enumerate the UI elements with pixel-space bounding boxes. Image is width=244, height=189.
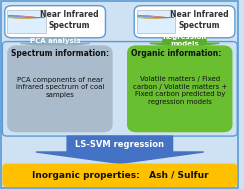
Text: Near Infrared
Spectrum: Near Infrared Spectrum — [40, 10, 99, 30]
Text: Near Infrared
Spectrum: Near Infrared Spectrum — [170, 10, 228, 30]
FancyBboxPatch shape — [1, 1, 238, 188]
Text: PCA analysis: PCA analysis — [30, 38, 80, 43]
Text: LS-SVM regression: LS-SVM regression — [75, 139, 164, 149]
FancyBboxPatch shape — [127, 45, 233, 132]
FancyBboxPatch shape — [7, 45, 113, 132]
FancyBboxPatch shape — [2, 42, 237, 136]
FancyBboxPatch shape — [137, 10, 175, 33]
FancyBboxPatch shape — [7, 10, 46, 33]
FancyArrow shape — [36, 136, 204, 163]
Text: Organic information:: Organic information: — [131, 49, 221, 58]
Text: Volatile matters / Fixed
carbon / Volatile matters +
Fixed carbon predicted by
r: Volatile matters / Fixed carbon / Volati… — [132, 76, 227, 105]
Text: Spectrum information:: Spectrum information: — [11, 49, 109, 58]
Text: Inorganic properties:   Ash / Sulfur: Inorganic properties: Ash / Sulfur — [31, 171, 208, 180]
FancyBboxPatch shape — [2, 163, 237, 187]
FancyBboxPatch shape — [5, 6, 105, 38]
FancyArrow shape — [20, 38, 90, 47]
FancyBboxPatch shape — [134, 6, 235, 38]
Text: Regression
models: Regression models — [163, 34, 207, 47]
Text: PCA components of near
infrared spectrum of coal
samples: PCA components of near infrared spectrum… — [16, 77, 104, 98]
FancyArrow shape — [150, 38, 219, 47]
